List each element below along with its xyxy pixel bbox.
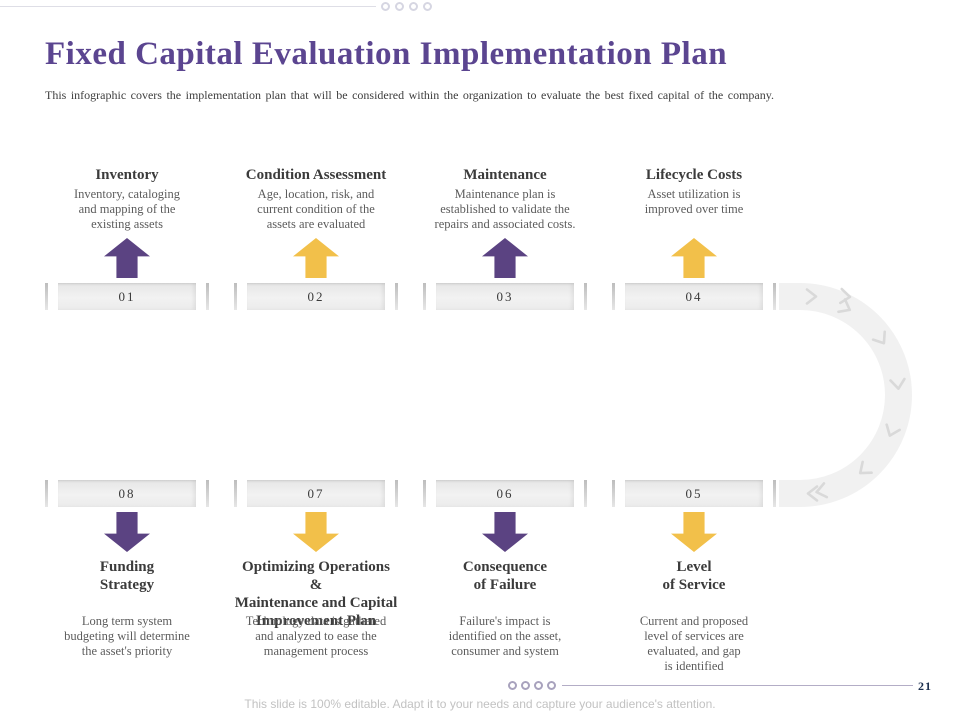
arrow-cell — [423, 512, 587, 552]
bar-edge — [423, 283, 426, 310]
u-turn-band — [779, 283, 912, 507]
step-description: Age, location, risk, and current conditi… — [257, 187, 375, 231]
bar-edge — [395, 480, 398, 507]
bottom-step-texts: Funding Strategy Long term system budget… — [45, 558, 776, 674]
arrow-cell — [234, 512, 398, 552]
step-text-lifecycle-costs: Lifecycle Costs Asset utilization is imp… — [612, 166, 776, 232]
up-arrow-icon — [104, 238, 150, 278]
arrow-cell — [423, 238, 587, 278]
step-title: Condition Assessment — [245, 167, 387, 183]
circle-icon — [423, 2, 432, 11]
bar-edge — [423, 480, 426, 507]
step-number: 07 — [247, 480, 385, 507]
step-description: Current and proposed level of services a… — [639, 614, 749, 673]
circle-icon — [521, 681, 530, 690]
top-arrows — [45, 238, 776, 278]
bar-edge — [45, 283, 48, 310]
chevron-icons — [805, 287, 906, 502]
step-text-maintenance: Maintenance Maintenance plan is establis… — [423, 166, 587, 232]
step-text-optimizing-operations: Optimizing Operations & Maintenance and … — [234, 558, 398, 674]
step-bar-05: 05 — [612, 480, 776, 507]
bar-edge — [584, 480, 587, 507]
up-arrow-icon — [482, 238, 528, 278]
circle-icon — [508, 681, 517, 690]
circle-icon — [547, 681, 556, 690]
bottom-number-track: 08 07 06 05 — [45, 480, 776, 507]
bar-edge — [234, 480, 237, 507]
step-title: Inventory — [95, 167, 159, 183]
step-title: Funding Strategy — [99, 559, 155, 593]
step-bar-01: 01 — [45, 283, 209, 310]
bar-edge — [45, 480, 48, 507]
top-step-texts: Inventory Inventory, cataloging and mapp… — [45, 166, 776, 232]
step-bar-07: 07 — [234, 480, 398, 507]
step-title: Consequence of Failure — [462, 559, 548, 593]
circle-icon — [409, 2, 418, 11]
bar-edge — [612, 283, 615, 310]
step-text-consequence-of-failure: Consequence of Failure Failure's impact … — [423, 558, 587, 674]
step-number: 08 — [58, 480, 196, 507]
down-arrow-icon — [482, 512, 528, 552]
top-decoration — [0, 2, 432, 11]
step-number: 06 — [436, 480, 574, 507]
step-description: Technology data is gathered and analyzed… — [245, 614, 387, 658]
step-text-level-of-service: Level of Service Current and proposed le… — [612, 558, 776, 674]
circle-icon — [395, 2, 404, 11]
top-number-track: 01 02 03 04 — [45, 283, 776, 310]
bar-edge — [773, 283, 776, 310]
step-bar-06: 06 — [423, 480, 587, 507]
step-description: Maintenance plan is established to valid… — [434, 187, 576, 231]
down-arrow-icon — [671, 512, 717, 552]
bar-edge — [206, 480, 209, 507]
page-subtitle: This infographic covers the implementati… — [45, 88, 774, 102]
up-arrow-icon — [293, 238, 339, 278]
circle-icon — [381, 2, 390, 11]
step-text-condition-assessment: Condition Assessment Age, location, risk… — [234, 166, 398, 232]
step-number: 03 — [436, 283, 574, 310]
arrow-cell — [612, 512, 776, 552]
step-description: Inventory, cataloging and mapping of the… — [73, 187, 181, 231]
step-number: 05 — [625, 480, 763, 507]
bar-edge — [773, 480, 776, 507]
arrow-cell — [45, 512, 209, 552]
bar-edge — [612, 480, 615, 507]
bar-edge — [395, 283, 398, 310]
step-description: Asset utilization is improved over time — [644, 187, 744, 216]
step-title: Optimizing Operations & Maintenance and … — [234, 559, 398, 629]
down-arrow-icon — [293, 512, 339, 552]
down-arrow-icon — [104, 512, 150, 552]
step-bar-04: 04 — [612, 283, 776, 310]
step-text-inventory: Inventory Inventory, cataloging and mapp… — [45, 166, 209, 232]
up-arrow-icon — [671, 238, 717, 278]
bar-edge — [206, 283, 209, 310]
step-number: 02 — [247, 283, 385, 310]
arrow-cell — [45, 238, 209, 278]
circle-icon — [534, 681, 543, 690]
step-text-funding-strategy: Funding Strategy Long term system budget… — [45, 558, 209, 674]
step-title: Level of Service — [662, 559, 726, 593]
bottom-arrows — [45, 512, 776, 552]
page-number: 21 — [918, 679, 932, 693]
bar-edge — [584, 283, 587, 310]
step-description: Long term system budgeting will determin… — [64, 614, 190, 658]
step-title: Maintenance — [463, 167, 547, 183]
step-bar-08: 08 — [45, 480, 209, 507]
footer-note: This slide is 100% editable. Adapt it to… — [244, 697, 716, 711]
page-title: Fixed Capital Evaluation Implementation … — [45, 36, 728, 72]
footer-decoration — [508, 681, 913, 690]
arrow-cell — [612, 238, 776, 278]
step-number: 01 — [58, 283, 196, 310]
bar-edge — [234, 283, 237, 310]
step-title: Lifecycle Costs — [645, 167, 743, 183]
arrow-cell — [234, 238, 398, 278]
step-number: 04 — [625, 283, 763, 310]
step-description: Failure's impact is identified on the as… — [448, 614, 562, 658]
decor-line — [0, 6, 376, 7]
step-bar-03: 03 — [423, 283, 587, 310]
step-bar-02: 02 — [234, 283, 398, 310]
footer-line — [562, 685, 913, 686]
